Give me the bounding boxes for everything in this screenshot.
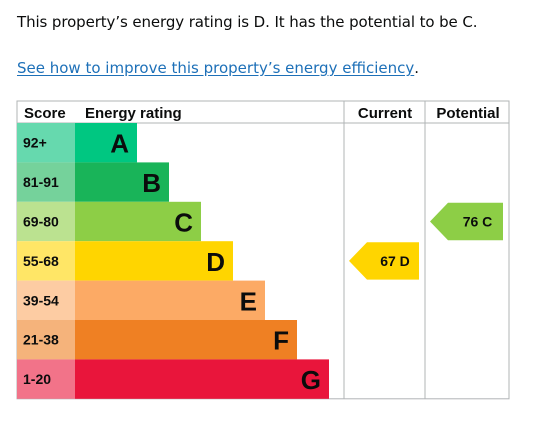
rating-letter-d: D [206,247,225,277]
score-range-g: 1-20 [23,371,51,387]
score-range-e: 39-54 [23,292,59,308]
rating-letter-f: F [273,326,289,356]
rating-letter-a: A [110,129,129,159]
score-range-c: 69-80 [23,214,59,230]
potential-rating-label: 76 C [463,214,493,230]
score-range-d: 55-68 [23,253,59,269]
current-arrow [349,242,419,280]
rating-bar-f [75,320,297,360]
rating-bar-a [75,123,137,163]
score-range-b: 81-91 [23,174,59,190]
rating-letter-b: B [142,168,161,198]
improve-efficiency-link[interactable]: See how to improve this property’s energ… [17,59,415,77]
rating-bar-g [75,359,329,399]
rating-summary: This property’s energy rating is D. It h… [17,13,478,31]
rating-bar-b [75,162,169,202]
score-cell-b [17,162,75,202]
rating-bar-d [75,241,233,281]
chart-headers: Score Energy rating Current Potential [24,105,500,122]
rating-arrows: 67 D 76 C [349,202,503,280]
header-potential: Potential [436,105,499,122]
rating-bar-e [75,280,265,320]
score-cell-e [17,280,75,320]
rating-bar-c [75,201,201,242]
score-cell-c [17,201,75,242]
score-cell-g [17,359,75,399]
header-score: Score [24,105,66,122]
header-energy-rating: Energy rating [85,105,182,122]
rating-letter-e: E [240,286,257,316]
score-cell-a [17,123,75,163]
potential-arrow [430,202,503,241]
rating-bars: 92+ A 81-91 B 69-80 C 55-68 D 39-54 E 21-38 F 1-20 G [17,123,329,399]
score-cell-d [17,241,75,281]
rating-letter-c: C [174,208,193,238]
link-period: . [414,59,420,77]
score-range-a: 92+ [23,135,47,151]
score-range-f: 21-38 [23,332,59,348]
header-current: Current [358,105,412,122]
score-cell-f [17,320,75,360]
rating-letter-g: G [301,365,321,395]
current-rating-label: 67 D [380,253,410,269]
